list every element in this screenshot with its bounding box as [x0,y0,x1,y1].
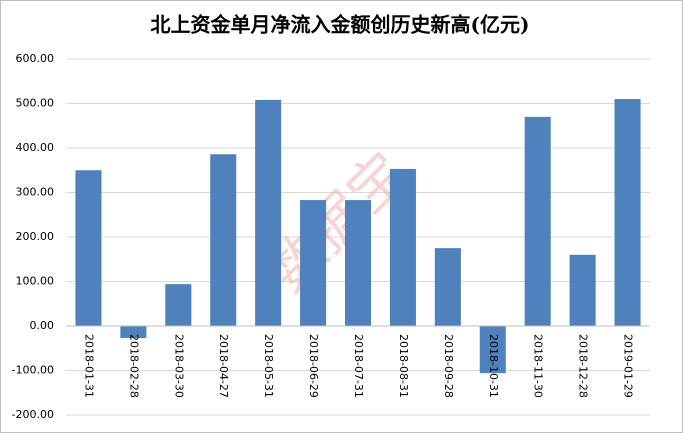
y-tick-label: 200.00 [16,230,55,243]
bar [120,326,147,339]
y-tick-label: 500.00 [16,97,55,110]
bar [344,200,372,326]
x-tick-label: 2018-02-28 [127,334,140,398]
y-tick-label: 0.00 [30,319,55,332]
x-tick-label: 2018-11-30 [532,334,545,398]
chart-title: 北上资金单月净流入金额创历史新高(亿元) [151,13,530,37]
bar [75,170,102,326]
x-tick-label: 2018-01-31 [82,334,95,398]
x-tick-label: 2019-01-29 [622,334,635,398]
bar [210,154,237,326]
y-tick-label: -200.00 [12,408,54,421]
y-tick-label: 100.00 [16,275,55,288]
bar [300,200,327,326]
x-tick-label: 2018-06-29 [307,334,320,398]
y-tick-label: -100.00 [12,364,54,377]
bar [255,99,282,326]
bar [614,99,641,326]
bar [389,168,416,326]
bar [479,326,506,374]
x-tick-label: 2018-05-31 [262,334,275,398]
bar [569,254,596,326]
x-tick-label: 2018-10-31 [487,334,500,398]
x-tick-label: 2018-08-31 [397,334,410,398]
y-tick-label: 400.00 [16,141,55,154]
bar [434,248,461,326]
y-tick-label: 600.00 [16,52,55,65]
bar [165,284,192,326]
y-tick-label: 300.00 [16,186,55,199]
x-tick-label: 2018-03-30 [172,334,185,398]
x-tick-label: 2018-12-28 [577,334,590,398]
bar [524,116,551,326]
x-tick-label: 2018-04-27 [217,334,230,398]
x-tick-label: 2018-07-31 [352,334,365,398]
x-tick-label: 2018-09-28 [442,334,455,398]
